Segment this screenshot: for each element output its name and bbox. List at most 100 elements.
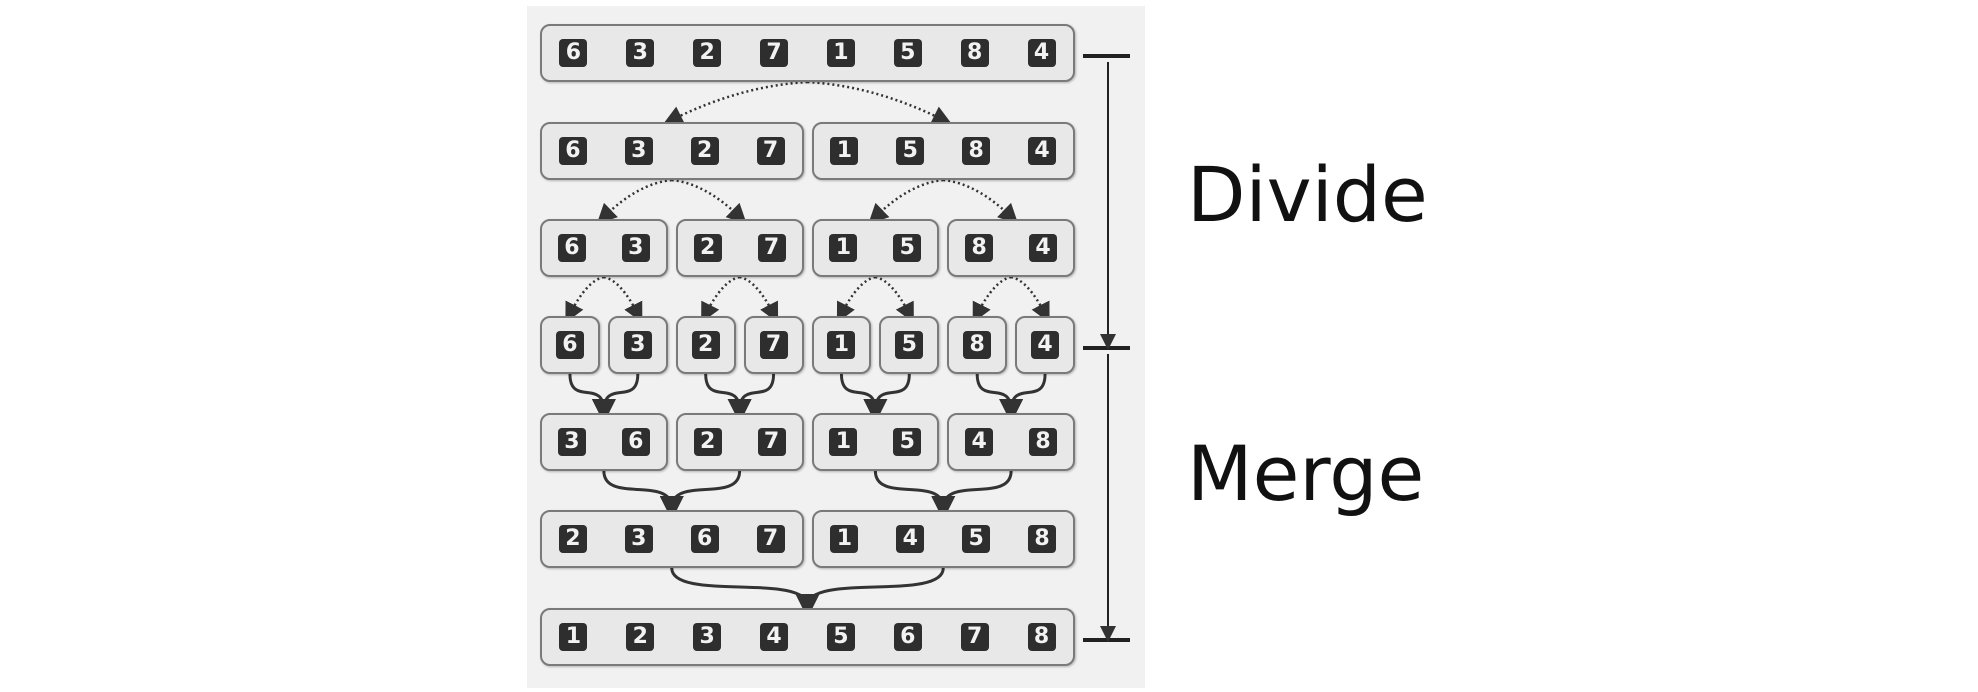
- digit-cell: 8: [963, 331, 992, 359]
- digit-cell: 3: [621, 234, 650, 262]
- array-group: 1 2 3 4 5 6 7 8: [540, 608, 1075, 666]
- digit-cell: 4: [760, 623, 789, 651]
- digit-cell: 8: [960, 39, 989, 67]
- digit-cell: 6: [621, 428, 650, 456]
- merge-arrow: [931, 470, 1013, 520]
- merge-arrow: [670, 567, 820, 618]
- divide-arrow: [1010, 275, 1050, 323]
- digit-cell: 5: [893, 39, 922, 67]
- digit-cell: 8: [965, 234, 994, 262]
- array-group: 2 3 6 7: [540, 510, 804, 568]
- divide-arrow: [596, 178, 672, 225]
- merge-arrow: [659, 470, 742, 520]
- digit-cell: 3: [557, 428, 586, 456]
- merge-arrow: [602, 470, 684, 520]
- divide-arrow: [972, 275, 1012, 323]
- merge-arrow: [873, 470, 956, 520]
- divide-arrow: [836, 275, 876, 323]
- merge-arrow: [568, 373, 616, 423]
- digit-cell: 3: [624, 137, 653, 165]
- digit-cell: 2: [690, 137, 719, 165]
- digit-cell: 2: [558, 525, 587, 553]
- divide-arrow: [662, 80, 808, 125]
- digit-cell: 1: [830, 525, 859, 553]
- array-group: 3: [607, 316, 668, 374]
- divide-arrow: [868, 178, 944, 225]
- divide-arrow: [701, 275, 740, 323]
- array-group: 6 3 2 7 1 5 8 4: [540, 24, 1075, 82]
- digit-cell: 4: [1027, 39, 1056, 67]
- digit-cell: 4: [896, 525, 925, 553]
- merge-arrow: [591, 373, 640, 423]
- merge-arrow: [975, 373, 1024, 423]
- digit-cell: 4: [1028, 137, 1057, 165]
- array-group: 6 3 2 7: [540, 122, 804, 180]
- digit-cell: 5: [893, 428, 922, 456]
- digit-cell: 3: [693, 623, 722, 651]
- divide-arrow: [565, 275, 605, 323]
- digit-cell: 6: [555, 331, 584, 359]
- digit-cell: 2: [691, 331, 720, 359]
- digit-cell: 7: [759, 331, 788, 359]
- digit-cell: 7: [756, 525, 785, 553]
- digit-cell: 1: [559, 623, 588, 651]
- digit-cell: 8: [962, 137, 991, 165]
- digit-cell: 8: [1028, 525, 1057, 553]
- divide-label: Divide: [1187, 150, 1428, 239]
- array-group: 5: [879, 316, 940, 374]
- digit-cell: 2: [693, 428, 722, 456]
- divide-arrow: [671, 178, 747, 225]
- digit-cell: 6: [558, 137, 587, 165]
- divide-arrow: [875, 275, 914, 323]
- array-group: 1 4 5 8: [811, 510, 1075, 568]
- digit-cell: 4: [1029, 234, 1058, 262]
- digit-cell: 1: [827, 331, 856, 359]
- array-group: 6: [540, 316, 600, 374]
- merge-arrow: [839, 373, 888, 423]
- digit-cell: 2: [626, 623, 655, 651]
- array-group: 8: [947, 316, 1008, 374]
- divide-arrow: [739, 275, 779, 323]
- array-group: 7: [743, 316, 804, 374]
- digit-cell: 8: [1029, 428, 1058, 456]
- digit-cell: 6: [893, 623, 922, 651]
- digit-cell: 4: [965, 428, 994, 456]
- divide-arrow: [603, 275, 643, 323]
- array-group: 4: [1015, 316, 1075, 374]
- digit-cell: 1: [830, 137, 859, 165]
- digit-cell: 2: [693, 39, 722, 67]
- digit-cell: 7: [760, 39, 789, 67]
- digit-cell: 7: [757, 428, 786, 456]
- array-group: 1: [811, 316, 872, 374]
- digit-cell: 8: [1027, 623, 1056, 651]
- digit-cell: 5: [826, 623, 855, 651]
- digit-cell: 7: [960, 623, 989, 651]
- digit-cell: 1: [829, 428, 858, 456]
- digit-cell: 3: [626, 39, 655, 67]
- digit-cell: 5: [893, 234, 922, 262]
- digit-cell: 3: [624, 525, 653, 553]
- merge-arrow: [795, 567, 945, 618]
- merge-arrow: [704, 373, 752, 423]
- merge-arrow: [727, 373, 776, 423]
- divide-arrow: [943, 178, 1019, 225]
- digit-cell: 4: [1031, 331, 1060, 359]
- digit-cell: 1: [826, 39, 855, 67]
- array-group: 2: [675, 316, 736, 374]
- digit-cell: 3: [623, 331, 652, 359]
- digit-cell: 7: [757, 234, 786, 262]
- merge-arrow: [863, 373, 911, 423]
- digit-cell: 7: [756, 137, 785, 165]
- digit-cell: 1: [829, 234, 858, 262]
